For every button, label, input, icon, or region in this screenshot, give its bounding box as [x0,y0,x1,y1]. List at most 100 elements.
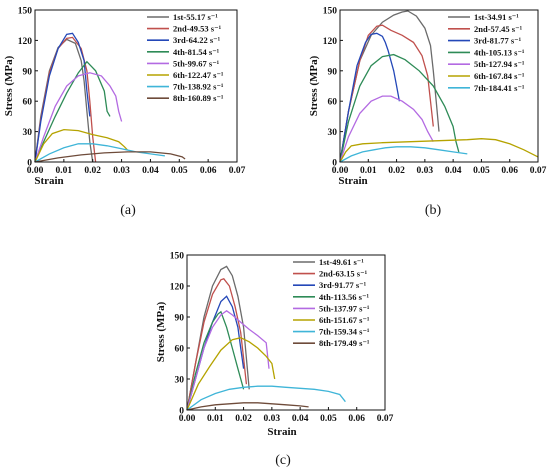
series-line-5 [339,95,434,163]
panel-label: (a) [120,203,136,218]
legend-label: 5th-127.94 s⁻¹ [474,59,525,69]
legend-label: 3rd-64.22 s⁻¹ [173,35,221,45]
legend-label: 6th-167.84 s⁻¹ [474,71,525,81]
x-tick-label: 0.07 [377,414,394,424]
x-tick-label: 0.07 [229,166,246,176]
y-tick-label: 0 [332,159,337,169]
x-tick-label: 0.06 [200,166,217,176]
plot-frame [339,9,539,163]
plot-frame [186,254,386,411]
y-tick-label: 90 [23,67,33,77]
series-line-5 [34,72,123,163]
legend-label: 7th-138.92 s⁻¹ [173,82,224,92]
legend-label: 8th-160.89 s⁻¹ [173,93,224,103]
x-tick-label: 0.03 [264,414,281,424]
x-tick-label: 0.05 [171,166,188,176]
panel-c: 0.00 0.01 0.02 0.03 0.04 0.05 0.06 0.07 0 30 60 90 1… [155,252,394,469]
legend-label: 3rd-91.77 s⁻¹ [319,280,367,290]
y-tick-label: 30 [328,128,338,138]
series-line-6 [339,138,539,163]
x-tick-label: 0.00 [179,414,196,424]
series-line-5 [186,309,270,411]
y-tick-label: 30 [175,376,185,386]
series-line-7 [186,385,346,411]
y-tick-label: 60 [328,98,338,108]
legend-label: 2nd-49.53 s⁻¹ [173,24,222,34]
x-tick-label: 0.06 [348,414,365,424]
y-tick-label: 120 [323,37,338,47]
x-tick-label: 0.03 [113,166,130,176]
x-tick-label: 0.00 [332,166,349,176]
y-axis-label: Stress (MPa) [308,55,320,116]
series-line-2 [186,278,248,411]
x-tick-label: 0.04 [292,414,309,424]
panel-label: (b) [425,203,442,218]
x-tick-label: 0.06 [501,166,518,176]
y-tick-label: 120 [18,37,33,47]
legend-label: 6th-122.47 s⁻¹ [173,70,224,80]
series-line-3 [339,32,401,163]
x-tick-label: 0.02 [235,414,252,424]
x-tick-label: 0.01 [207,414,224,424]
x-tick-label: 0.04 [142,166,159,176]
legend-label: 5th-99.67 s⁻¹ [173,58,220,68]
legend-label: 4th-113.56 s⁻¹ [319,292,369,302]
series-line-4 [34,60,111,163]
x-tick-label: 0.05 [473,166,490,176]
x-tick-label: 0.01 [360,166,377,176]
legend-label: 1st-49.61 s⁻¹ [319,257,364,267]
y-tick-label: 30 [23,128,33,138]
legend-label: 6th-151.67 s⁻¹ [319,315,370,325]
series-line-6 [34,128,128,163]
y-tick-label: 120 [170,283,185,293]
plot-frame [34,9,238,163]
legend-label: 4th-81.54 s⁻¹ [173,47,220,57]
y-tick-label: 150 [170,252,185,262]
legend-label: 1st-34.91 s⁻¹ [474,12,519,22]
y-tick-label: 0 [27,159,32,169]
series-line-1 [186,265,250,411]
x-axis-label: Strain [34,175,63,187]
x-tick-label: 0.00 [27,166,44,176]
x-tick-label: 0.05 [320,414,337,424]
y-tick-label: 60 [175,345,185,355]
series-line-2 [339,24,434,163]
series-line-4 [339,53,460,163]
legend-label: 7th-184.41 s⁻¹ [474,83,525,93]
series-line-6 [186,337,276,411]
panel-a: 0.00 0.01 0.02 0.03 0.04 0.05 0.06 0.07 0 30 60 90 1… [3,7,246,219]
series-line-4 [186,310,245,411]
y-tick-label: 0 [179,407,184,417]
x-axis-label: Strain [267,426,296,438]
y-tick-label: 90 [175,314,185,324]
y-tick-label: 60 [23,98,33,108]
panel-label: (c) [275,453,291,468]
x-tick-label: 0.04 [445,166,462,176]
legend-label: 8th-179.49 s⁻¹ [319,338,370,348]
legend-label: 2nd-57.45 s⁻¹ [474,24,523,34]
x-tick-label: 0.03 [417,166,434,176]
y-axis-label: Stress (MPa) [3,55,15,116]
x-tick-label: 0.02 [388,166,405,176]
series-line-7 [34,143,165,163]
legend-label: 1st-55.17 s⁻¹ [173,12,218,22]
series-line-8 [34,151,186,163]
series-line-8 [186,402,309,411]
y-tick-label: 90 [328,67,338,77]
y-tick-label: 150 [18,7,33,17]
legend-label: 5th-137.97 s⁻¹ [319,303,370,313]
series-line-3 [34,32,91,163]
x-tick-label: 0.07 [530,166,547,176]
legend-label: 4th-105.13 s⁻¹ [474,47,525,57]
y-tick-label: 150 [323,7,338,17]
panel-b: 0.00 0.01 0.02 0.03 0.04 0.05 0.06 0.07 0 30 60 90 1… [308,7,547,219]
x-tick-label: 0.01 [56,166,73,176]
legend-label: 7th-159.34 s⁻¹ [319,327,370,337]
x-tick-label: 0.02 [84,166,101,176]
legend-label: 2nd-63.15 s⁻¹ [319,269,368,279]
series-line-1 [339,10,440,163]
legend-label: 3rd-81.77 s⁻¹ [474,36,522,46]
x-axis-label: Strain [338,175,367,187]
series-line-7 [339,146,468,163]
